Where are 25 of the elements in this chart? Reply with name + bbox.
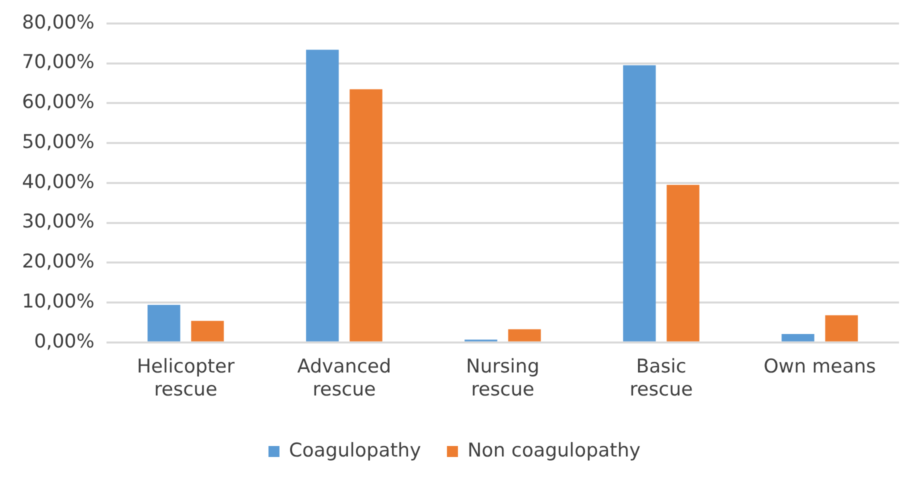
bar [350, 89, 382, 342]
x-tick-label: Advanced rescue [297, 356, 392, 401]
y-tick-label: 70,00% [22, 51, 94, 74]
legend-label: Non coagulopathy [467, 439, 641, 462]
y-tick-label: 10,00% [22, 290, 94, 312]
x-tick-label: Helicopter rescue [136, 356, 235, 401]
y-tick-label: 20,00% [22, 250, 94, 273]
y-tick-label: 80,00% [22, 11, 94, 34]
bar [306, 50, 339, 342]
y-tick-label: 50,00% [22, 130, 94, 153]
y-tick-label: 60,00% [22, 91, 94, 114]
bar [782, 334, 814, 342]
y-tick-label: 40,00% [22, 170, 94, 193]
x-tick-label: Basic rescue [630, 356, 693, 401]
bar [666, 184, 700, 342]
x-tick-label: Nursing rescue [466, 356, 540, 401]
bar [191, 320, 224, 342]
bar [508, 329, 541, 342]
legend-label: Coagulopathy [288, 439, 421, 462]
y-tick-label: 0,00% [34, 330, 94, 352]
bar [623, 65, 656, 342]
bar [148, 304, 180, 342]
x-tick-label: Own means [764, 356, 876, 378]
y-tick-label: 30,00% [22, 210, 94, 233]
bar [825, 315, 858, 342]
